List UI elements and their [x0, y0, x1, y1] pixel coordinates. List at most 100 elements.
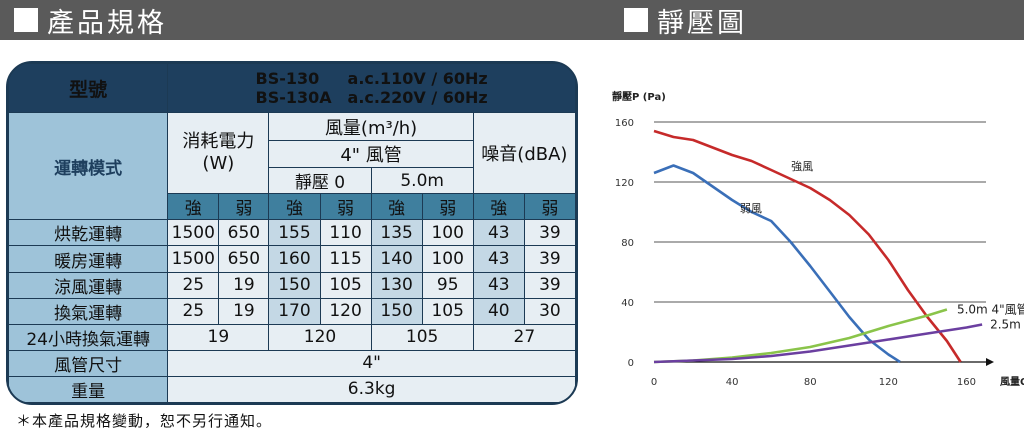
value-cell: 100 [421, 219, 474, 247]
footnote: ＊本產品規格變動，恕不另行通知。 [16, 412, 273, 430]
value-cell: 40 [472, 297, 525, 325]
value-cell: 105 [319, 271, 372, 299]
series-label: 2.5m 4"風管 [990, 317, 1024, 332]
strong-label: 強 [167, 193, 220, 221]
x-axis-label: 風量Q (m³/h) [1000, 375, 1024, 388]
series-label: 強風 [791, 160, 813, 173]
table-row: 24小時換氣運轉 19 120 105 27 [8, 323, 576, 351]
value-cell: 105 [370, 323, 474, 351]
value-cell: 115 [319, 245, 372, 273]
mode-name: 涼風運轉 [8, 271, 169, 299]
x-tick-label: 120 [879, 377, 898, 388]
power-header: 消耗電力 (W) [167, 112, 270, 195]
value-cell: 1500 [167, 245, 220, 273]
value-cell: 39 [523, 271, 576, 299]
table-row: 重量 6.3kg [8, 375, 576, 403]
x-tick-label: 160 [957, 377, 976, 388]
curve-title-text: 靜壓圖 [657, 7, 747, 39]
value-cell: 19 [218, 271, 270, 299]
noise-label: 噪音(dBA) [472, 112, 576, 195]
x-tick-label: 40 [726, 377, 739, 388]
value-cell: 160 [268, 245, 321, 273]
value-cell: 1500 [167, 219, 220, 247]
model-power: a.c.110V / 60Hz [347, 68, 488, 88]
value-cell: 650 [218, 219, 270, 247]
value-cell: 130 [370, 271, 423, 299]
value-cell: 150 [268, 271, 321, 299]
value-cell: 39 [523, 219, 576, 247]
value-cell: 27 [472, 323, 576, 351]
y-tick-label: 120 [615, 178, 634, 189]
table-row: 暖房運轉 1500 650 160 115 140 100 43 39 [8, 245, 576, 273]
spec-table-container: 型號 BS-130 a.c.110V / 60Hz BS-130A a.c.220V… [6, 61, 578, 405]
duct-size-value: 4" [167, 349, 576, 377]
duct-length-label: 5.0m [370, 167, 474, 195]
x-tick-label: 0 [651, 377, 657, 388]
duct-label: 4" 風管 [268, 140, 474, 169]
model-label: 型號 [8, 63, 169, 114]
value-cell: 30 [523, 297, 576, 325]
series-line [653, 323, 983, 364]
x-axis-arrow-icon [986, 358, 994, 366]
static-pressure-chart: 0 40 80 120 160 0 40 80 120 160 靜壓P (Pa) 風量Q (m³/h… [612, 90, 1024, 388]
mode-label: 運轉模式 [8, 112, 169, 221]
value-cell: 155 [268, 219, 321, 247]
value-cell: 19 [218, 297, 270, 325]
table-row: 涼風運轉 25 19 150 105 130 95 43 39 [8, 271, 576, 299]
mode-name: 換氣運轉 [8, 297, 169, 325]
model-cell: BS-130 a.c.110V / 60Hz BS-130A a.c.220V / … [167, 63, 576, 114]
duct-size-label: 風管尺寸 [8, 349, 169, 377]
series-line [653, 129, 962, 363]
value-cell: 120 [268, 323, 372, 351]
series-label: 弱風 [740, 202, 762, 215]
value-cell: 150 [370, 297, 423, 325]
airflow-label: 風量(m³/h) [268, 112, 474, 142]
value-cell: 135 [370, 219, 423, 247]
value-cell: 100 [421, 245, 474, 273]
model-name: BS-130A [255, 87, 332, 107]
value-cell: 43 [472, 245, 525, 273]
curve-section-title: 靜壓圖 [624, 3, 747, 39]
value-cell: 650 [218, 245, 270, 273]
power-label: 消耗電力 [182, 131, 255, 153]
value-cell: 19 [167, 323, 270, 351]
value-cell: 43 [472, 271, 525, 299]
strong-label: 強 [472, 193, 525, 221]
power-unit: (W) [202, 153, 235, 175]
model-name: BS-130 [255, 68, 320, 88]
spec-section-title: 產品規格 [14, 3, 167, 39]
header-bar: 產品規格 靜壓圖 [0, 0, 1024, 40]
y-tick-label: 40 [621, 298, 634, 309]
strong-label: 強 [370, 193, 423, 221]
mode-name: 烘乾運轉 [8, 219, 169, 247]
weak-label: 弱 [421, 193, 474, 221]
y-axis-label: 靜壓P (Pa) [612, 90, 666, 103]
spec-table: 型號 BS-130 a.c.110V / 60Hz BS-130A a.c.220V… [8, 63, 576, 403]
strong-label: 強 [268, 193, 321, 221]
value-cell: 95 [421, 271, 474, 299]
square-bullet-icon [624, 8, 648, 32]
value-cell: 110 [319, 219, 372, 247]
mode-name: 24小時換氣運轉 [8, 323, 169, 351]
value-cell: 120 [319, 297, 372, 325]
series-label: 5.0m 4"風管 [957, 302, 1024, 317]
square-bullet-icon [14, 8, 38, 32]
y-tick-label: 0 [628, 358, 634, 369]
weak-label: 弱 [218, 193, 270, 221]
chart-axes: 0 40 80 120 160 0 40 80 120 160 [615, 118, 994, 388]
model-list: BS-130 a.c.110V / 60Hz BS-130A a.c.220V / … [256, 69, 488, 107]
series-line [653, 164, 901, 364]
spec-title-text: 產品規格 [47, 7, 167, 39]
value-cell: 43 [472, 219, 525, 247]
table-row: 烘乾運轉 1500 650 155 110 135 100 43 39 [8, 219, 576, 247]
series-line [653, 308, 948, 364]
weak-label: 弱 [319, 193, 372, 221]
value-cell: 39 [523, 245, 576, 273]
static-zero-label: 靜壓 0 [268, 167, 372, 195]
x-tick-label: 80 [804, 377, 817, 388]
chart-grid [654, 121, 986, 303]
weight-value: 6.3kg [167, 375, 576, 403]
table-row: 風管尺寸 4" [8, 349, 576, 377]
y-tick-label: 80 [621, 238, 634, 249]
